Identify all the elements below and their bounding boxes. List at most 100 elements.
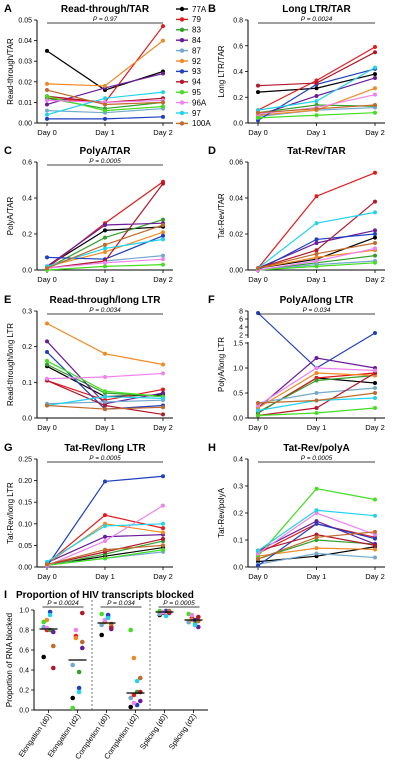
series-line-92 (46, 322, 164, 366)
y-axis-label: PolyA/long LTR (217, 337, 226, 392)
data-point-93 (45, 116, 49, 121)
data-point-97 (314, 508, 319, 513)
data-point-95 (161, 547, 165, 552)
data-point-87 (99, 622, 104, 628)
legend-label-95: 95 (192, 88, 201, 97)
data-point-79 (373, 170, 377, 175)
pvalue-label: P = 0.034 (107, 600, 135, 607)
data-point-84 (314, 241, 319, 245)
y-tick-label: 0.2 (22, 232, 32, 239)
data-point-87 (373, 555, 377, 560)
data-point-94 (373, 543, 377, 548)
data-point-100A (256, 266, 260, 271)
data-point-92 (73, 635, 79, 641)
y-tick-label: 0.8 (233, 18, 243, 25)
y-tick-label: 0.03 (18, 59, 32, 66)
legend-marker-77A (179, 6, 185, 12)
data-point-92 (373, 547, 377, 552)
data-point-95 (373, 260, 377, 265)
data-point-97 (47, 612, 53, 618)
y-tick-label: 0.0 (22, 416, 32, 423)
data-point-97 (103, 394, 107, 399)
data-point-83 (76, 669, 82, 675)
data-point-94 (138, 689, 143, 695)
data-point-87 (161, 253, 165, 258)
y-axis-label: Tat-Rev/long LTR (6, 482, 15, 544)
x-tick-label: Day 0 (37, 128, 57, 137)
y-tick-label: 0.4 (22, 196, 32, 203)
legend-marker-94 (179, 79, 185, 85)
y-tick-label: 0.04 (18, 38, 32, 45)
data-point-96A (373, 246, 377, 251)
data-point-84 (314, 356, 319, 360)
data-point-92 (161, 38, 165, 43)
data-point-100A (45, 403, 49, 408)
x-tick-label: Splicing (d2) (167, 712, 199, 752)
data-point-100A (256, 110, 260, 115)
y-tick-label: 0.8 (19, 628, 29, 635)
data-point-100A (314, 106, 319, 111)
data-point-95 (314, 486, 319, 491)
data-point-100A (161, 223, 165, 227)
data-point-77A (99, 632, 104, 638)
data-point-96A (45, 376, 49, 381)
data-point-77A (373, 235, 377, 240)
data-point-84 (314, 93, 319, 98)
data-point-83 (45, 362, 49, 367)
data-point-95 (45, 94, 49, 99)
data-point-100A (167, 608, 172, 614)
data-point-96A (373, 92, 377, 97)
y-tick-label: 0.1 (233, 538, 243, 545)
data-point-87 (70, 662, 75, 668)
legend-marker-96A (179, 100, 185, 105)
data-point-84 (161, 71, 165, 76)
data-point-95 (103, 556, 107, 561)
y-tick-label: 0.0 (233, 416, 243, 423)
y-tick-label: 0.0 (233, 565, 243, 572)
data-point-100A (103, 242, 107, 247)
y-tick-label: 1.5 (233, 341, 243, 348)
panel-title: Read-through/TAR (61, 4, 150, 15)
data-point-97 (373, 210, 377, 215)
panel-letter: H (208, 442, 216, 454)
data-point-93 (103, 116, 107, 121)
y-tick-label: 0.1 (22, 380, 32, 387)
data-point-92 (314, 255, 319, 260)
y-axis-label: Tat-Rev/TAR (217, 193, 226, 238)
data-point-100A (51, 643, 56, 649)
y-tick-label: 0.3 (22, 309, 32, 316)
data-point-97 (45, 112, 49, 117)
data-point-84 (103, 534, 107, 539)
data-point-97 (161, 90, 165, 95)
data-point-92 (373, 86, 377, 91)
data-point-92 (314, 371, 319, 375)
panel-title: Tat-Rev/TAR (287, 146, 346, 157)
y-axis-label: Read-through/TAR (6, 38, 15, 105)
data-point-100A (80, 639, 85, 645)
panel-title: Read-through/long LTR (50, 295, 162, 306)
data-point-79 (131, 692, 137, 698)
y-tick-label: 0.2 (22, 344, 32, 351)
data-point-97 (134, 678, 140, 684)
y-tick-label: 0.0 (233, 121, 243, 128)
x-tick-label: Day 1 (307, 423, 327, 432)
data-point-95 (99, 611, 104, 617)
data-point-93 (373, 331, 377, 335)
x-tick-label: Day 2 (153, 423, 173, 432)
legend-label-84: 84 (192, 36, 201, 45)
x-tick-label: Day 2 (153, 128, 173, 137)
data-point-94 (314, 248, 319, 253)
x-tick-label: Day 0 (248, 423, 268, 432)
x-tick-label: Day 1 (95, 572, 115, 581)
panel-B: B Long LTR/TAR 0.0 0.2 0.4 0.6 0.8 Day 0 Day 1 Da… (208, 3, 385, 137)
data-point-95 (373, 497, 377, 502)
data-point-96A (161, 257, 165, 262)
data-point-84 (373, 228, 377, 233)
data-point-93 (256, 563, 260, 568)
data-point-100A (314, 251, 319, 256)
y-axis-label: Proportion of RNA blocked (5, 613, 14, 707)
data-point-94 (314, 406, 319, 410)
data-point-95 (256, 413, 260, 418)
data-point-92 (45, 81, 49, 86)
y-tick-label: 0.6 (233, 43, 243, 50)
